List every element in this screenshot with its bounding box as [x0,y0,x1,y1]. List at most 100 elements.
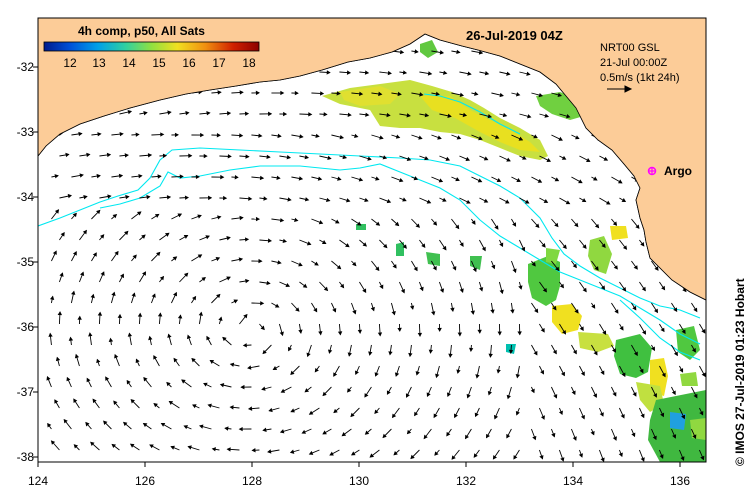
current-arrowhead [700,455,705,461]
current-arrowhead [160,422,166,427]
current-arrowhead [216,133,221,138]
current-arrowhead [174,132,179,138]
current-arrowhead [388,351,393,356]
current-arrowhead [483,198,489,203]
current-arrowhead [268,111,273,117]
current-arrowhead [337,331,343,336]
current-arrowhead [478,50,484,55]
current-arrowhead [442,197,447,202]
current-arrowhead [167,333,172,338]
current-arrowhead [423,434,428,440]
current-arrowhead [183,425,189,430]
current-arrowhead [341,432,347,437]
current-arrowhead [149,444,154,449]
current-arrowhead [79,173,84,178]
current-arrowhead [258,258,263,264]
current-arrowhead [486,433,490,439]
current-arrowhead [594,266,599,271]
current-arrowhead [586,158,591,162]
current-arrowhead [85,421,90,427]
current-arrowhead [414,411,419,417]
current-arrowhead [438,178,444,183]
current-arrowhead [49,295,55,301]
current-arrowhead [681,329,686,335]
current-arrowhead [325,197,331,203]
current-arrowhead [266,154,271,159]
colorbar-label: 4h comp, p50, All Sats [78,24,205,38]
current-arrowhead [298,262,303,267]
current-arrowhead [283,111,288,117]
current-arrowhead [640,457,645,462]
current-arrowhead [167,110,172,115]
current-arrowhead [164,232,170,237]
current-arrowhead [120,273,124,279]
current-arrowhead [705,75,706,77]
current-arrowhead [276,175,281,180]
current-arrowhead [279,218,285,223]
current-arrowhead [533,134,538,139]
current-arrowhead [111,443,117,448]
current-arrowhead [143,111,148,116]
current-arrowhead [359,91,364,97]
current-arrowhead [127,332,133,337]
current-arrowhead [238,426,243,432]
current-arrowhead [413,176,419,181]
current-arrowhead [364,430,370,435]
current-arrowhead [326,70,331,75]
current-arrowhead [618,452,623,458]
current-arrowhead [557,92,563,98]
map-title: 26-Jul-2019 04Z [466,28,563,43]
legend-product: NRT00 GSL [600,42,660,54]
current-arrowhead [478,136,483,141]
colorbar-tick: 18 [242,56,256,70]
current-arrowhead [491,264,496,270]
current-arrowhead [468,347,474,353]
current-arrowhead [593,393,597,398]
y-tick-label: -37 [16,385,34,399]
current-arrowhead [395,134,401,139]
current-arrowhead [327,155,332,161]
current-arrowhead [90,293,95,299]
current-arrowhead [613,265,618,270]
current-arrowhead [594,223,600,229]
current-arrowhead [445,156,451,161]
current-arrowhead [226,111,232,116]
y-tick-label: -36 [16,320,34,334]
current-arrowhead [431,311,436,316]
current-arrowhead [591,304,596,309]
current-arrowhead [107,194,112,199]
current-arrowhead [82,229,87,235]
current-arrowhead [452,266,457,271]
current-arrowhead [247,365,252,370]
current-arrowhead [531,261,536,267]
current-arrowhead [459,242,464,247]
coastline [38,33,706,301]
current-arrowhead [428,349,433,354]
current-arrowhead [255,216,261,222]
current-arrowhead [156,251,161,257]
current-arrowhead [217,215,222,220]
current-arrowhead [365,112,370,117]
current-arrowhead [437,135,442,140]
current-arrowhead [513,455,518,460]
current-arrowhead [393,451,398,456]
current-arrowhead [192,295,197,301]
current-arrowhead [97,311,103,316]
current-arrowhead [493,414,499,420]
current-arrowhead [417,332,423,337]
current-arrowhead [222,336,227,342]
current-arrowhead [280,90,285,96]
current-arrowhead [487,113,493,119]
current-arrowhead [450,307,455,313]
current-arrowhead [572,349,577,355]
current-arrowhead [220,174,225,180]
current-arrowhead [456,135,462,140]
current-arrowhead [582,244,587,249]
plot-frame [37,17,707,463]
current-arrowhead [535,223,540,229]
current-arrowhead [578,453,583,458]
current-arrowhead [467,71,472,76]
current-arrowhead [327,349,333,354]
current-arrowhead [391,413,397,419]
current-arrowhead [192,404,197,409]
